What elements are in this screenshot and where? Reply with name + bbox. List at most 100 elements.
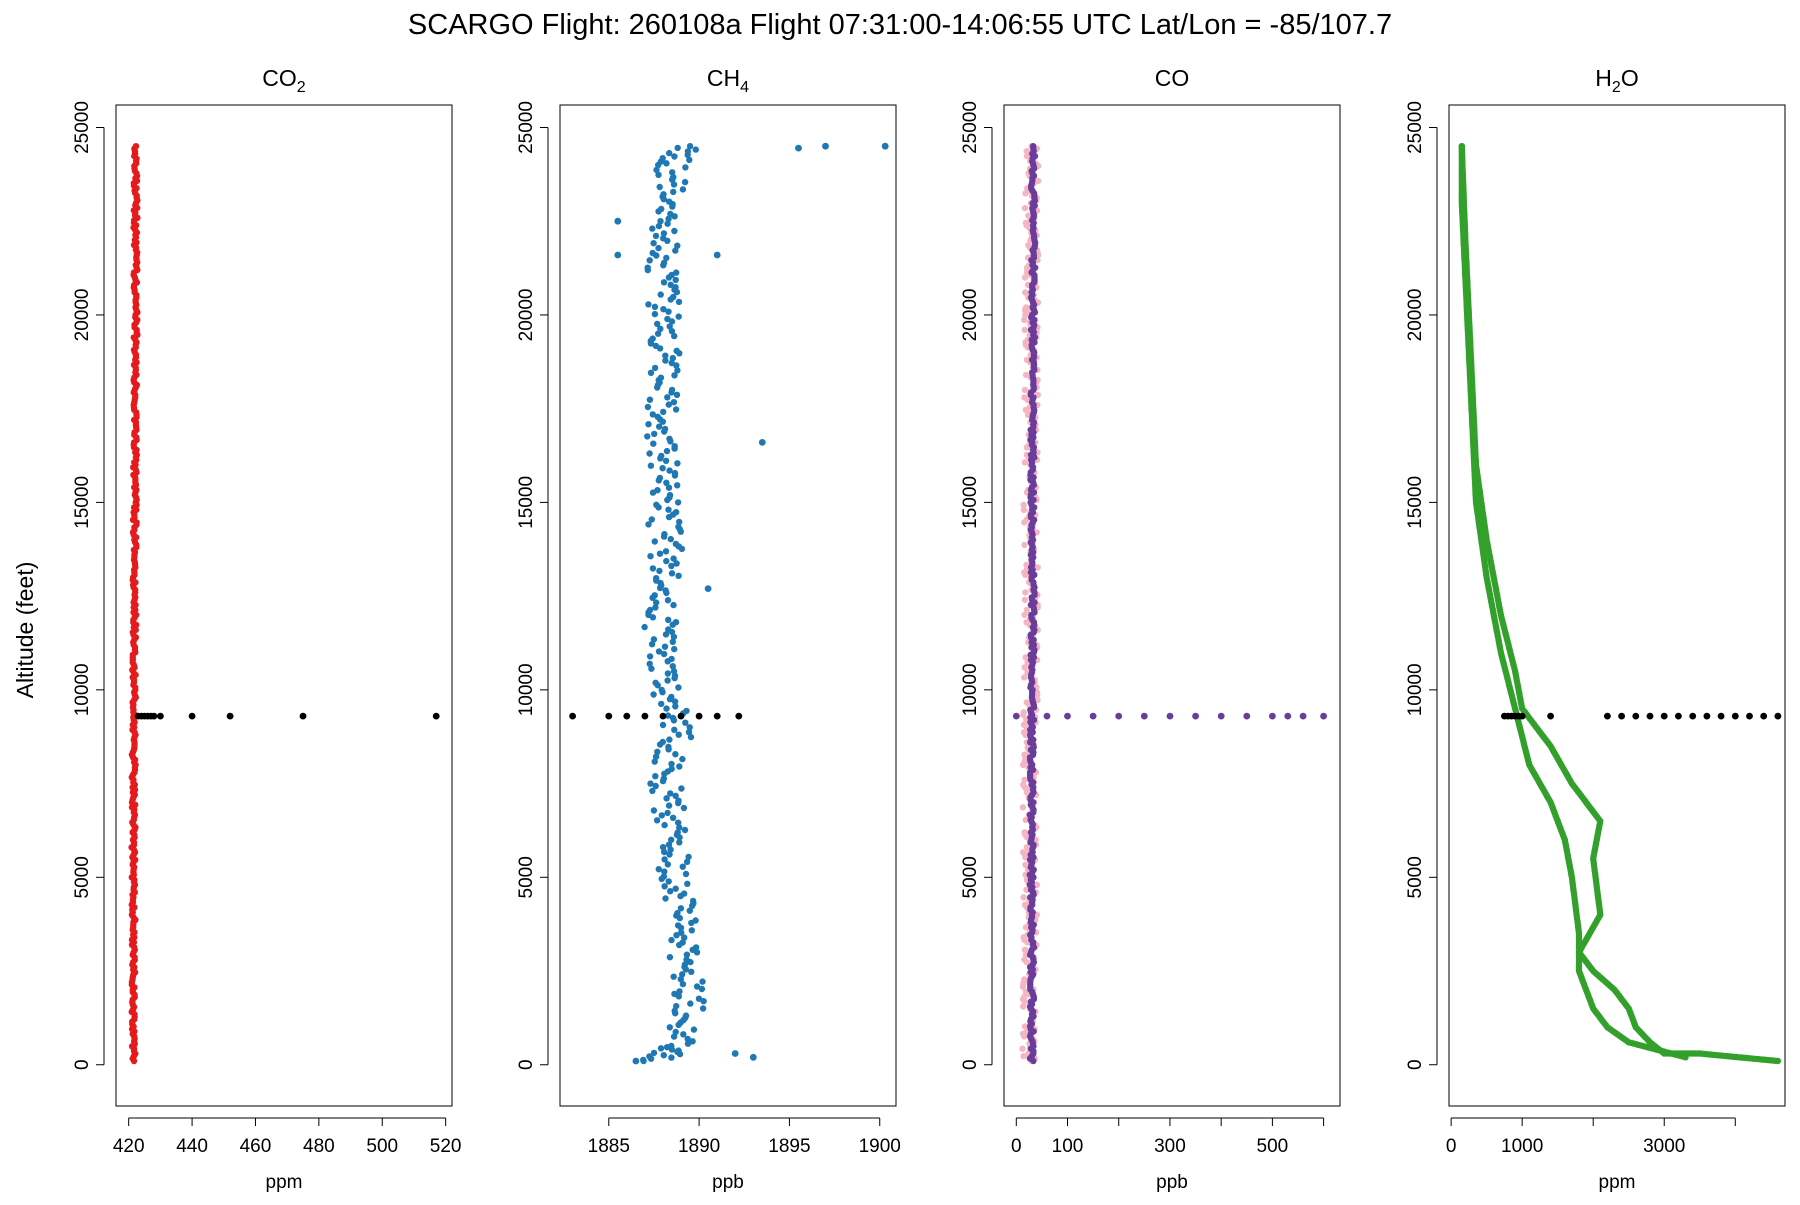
data-point [1689,712,1697,720]
data-point [660,235,667,242]
data-point [658,700,665,708]
data-point [672,703,679,710]
data-point [681,178,689,186]
x-tick-label: 500 [1257,1136,1289,1157]
data-point [650,240,657,247]
data-point [646,1053,653,1060]
data-point [671,469,679,477]
data-point [666,491,674,499]
data-series [134,712,440,720]
data-point [655,171,662,178]
data-point [671,332,678,340]
data-point [658,205,665,213]
data-point [693,983,701,990]
plot-frame [559,104,897,1107]
data-point [1023,844,1031,851]
data-point [661,425,669,433]
data-point [668,693,675,701]
data-point [664,597,672,604]
data-point [684,1035,691,1043]
data-point [659,712,667,720]
data-point [646,396,654,403]
data-point [677,976,684,983]
panel-title-main: CO [1155,65,1190,91]
data-point [665,802,673,809]
data-point [651,758,658,765]
data-point [668,765,675,773]
data-point [640,1056,647,1064]
y-tick-label: 0 [1405,1059,1426,1070]
data-point [1760,712,1768,720]
data-point [698,985,706,993]
data-point [1021,993,1028,1000]
data-point [654,487,661,494]
data-point [645,421,652,428]
data-point [682,164,689,171]
data-point [658,452,665,460]
data-point [1023,699,1030,706]
data-point [670,601,677,609]
data-point [648,516,655,523]
data-point [652,782,659,790]
data-point [687,733,695,741]
data-point [647,369,655,376]
data-point [668,562,675,570]
data-point [1021,829,1028,836]
data-point [1604,712,1611,720]
data-point [665,215,672,222]
data-point [655,222,663,230]
x-tick-label: 1900 [859,1136,901,1157]
data-point [683,956,690,963]
data-point [1022,304,1030,311]
data-point [651,538,658,545]
data-point [668,936,675,944]
data-point [1140,712,1148,720]
data-point [679,980,687,988]
data-point [664,315,671,323]
panel-title-main: H [1595,65,1612,91]
data-point [660,408,667,416]
panel-title-suffix: O [1621,65,1639,91]
data-point [655,648,663,655]
x-tick-label: 1895 [768,1136,810,1157]
data-point [656,183,663,191]
data-point [1020,721,1028,728]
data-point [660,230,668,237]
data-point [651,592,658,599]
data-point [663,254,670,262]
data-point [657,1045,665,1052]
data-point [665,308,672,315]
data-point [677,905,685,912]
data-point [663,705,670,712]
data-point [1035,177,1042,185]
data-point [653,575,660,582]
data-point [1021,394,1028,401]
data-point [662,587,669,594]
data-point [674,910,681,917]
data-point [674,482,681,489]
data-point [652,342,660,350]
data-point [1021,956,1028,963]
data-point [692,917,699,924]
data-point [670,399,678,406]
data-point [1166,712,1174,720]
data-point [674,242,681,249]
y-tick-label: 10000 [960,663,981,716]
data-point [663,795,670,802]
data-point [1774,712,1782,720]
data-point [646,660,653,667]
data-point [670,667,678,675]
data-point [1021,1023,1029,1030]
data-point [648,665,655,672]
data-point [660,306,667,313]
data-point [1022,589,1029,596]
data-point [660,279,668,286]
data-point [667,281,674,288]
data-point [676,839,683,846]
data-point [666,467,673,474]
data-point [299,712,307,720]
data-point [683,951,691,958]
data-point [672,406,680,413]
data-point [675,797,682,804]
